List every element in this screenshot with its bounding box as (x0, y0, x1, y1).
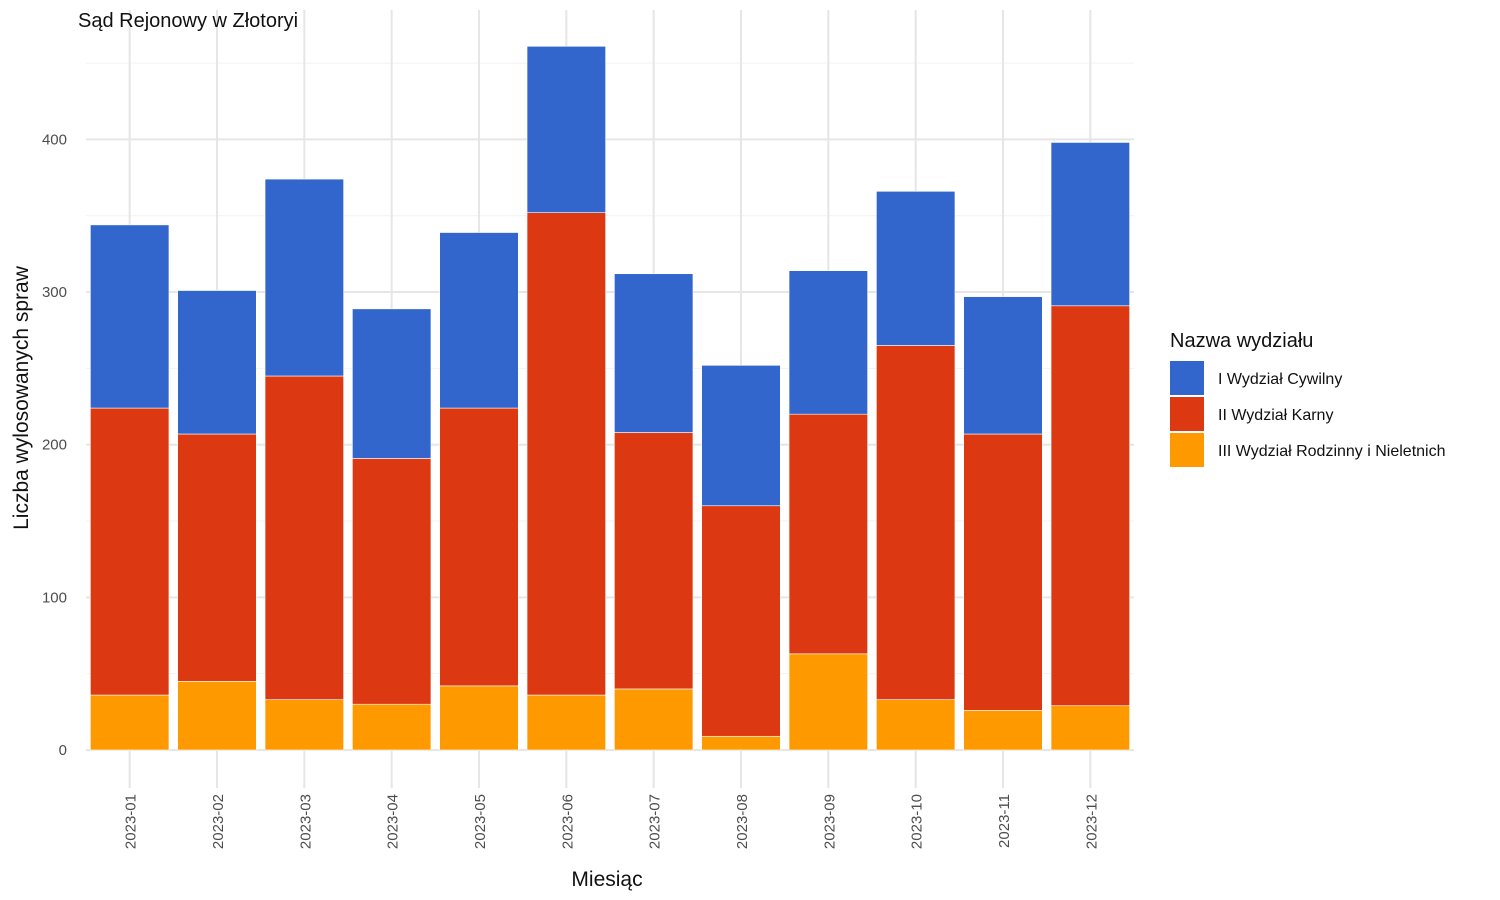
bar-segment (177, 681, 257, 751)
x-tick-label: 2023-02 (210, 794, 227, 849)
bar-segment (614, 432, 694, 690)
y-axis-title: Liczba wylosowanych spraw (10, 265, 33, 530)
legend-label: II Wydział Karny (1218, 407, 1333, 424)
legend: Nazwa wydziału I Wydział Cywilny II Wydzi… (1170, 330, 1446, 467)
bar-segment (177, 433, 257, 682)
legend-title: Nazwa wydziału (1170, 330, 1313, 352)
legend-swatch (1170, 397, 1204, 431)
bar-segment (963, 296, 1043, 435)
bar-segment (264, 178, 344, 377)
x-tick-label: 2023-04 (385, 794, 402, 849)
bar-segment (788, 413, 868, 655)
bar-segment (90, 224, 170, 409)
bar-segment (526, 45, 606, 213)
legend-swatch (1170, 433, 1204, 467)
y-tick-label: 100 (42, 589, 67, 606)
x-tick-label: 2023-09 (821, 794, 838, 849)
bar-segment (526, 212, 606, 696)
legend-swatch (1170, 361, 1204, 395)
x-axis-ticks: 2023-01 2023-02 2023-03 2023-04 2023-05 2023-… (123, 794, 1101, 849)
bar-segment (876, 191, 956, 346)
x-tick-label: 2023-08 (734, 794, 751, 849)
y-tick-label: 400 (42, 131, 67, 148)
bar-segment (439, 232, 519, 409)
x-tick-label: 2023-03 (297, 794, 314, 849)
bar-segment (876, 345, 956, 700)
bar-segment (439, 407, 519, 687)
bar-segment (90, 407, 170, 696)
bar-segment (614, 688, 694, 751)
bar-segment (264, 375, 344, 700)
bar-segment (439, 685, 519, 751)
bar-segment (352, 458, 432, 705)
y-axis-ticks: 0 100 200 300 400 (42, 131, 67, 759)
bar-segment (614, 273, 694, 433)
x-tick-label: 2023-11 (996, 794, 1013, 848)
bar-segment (963, 710, 1043, 751)
bar-segment (788, 653, 868, 751)
bar-segment (876, 699, 956, 751)
x-tick-label: 2023-06 (559, 794, 576, 849)
x-tick-label: 2023-07 (647, 794, 664, 849)
y-tick-label: 300 (42, 284, 67, 301)
bar-segment (701, 505, 781, 737)
bar-segment (1050, 305, 1130, 707)
bar-segment (1050, 142, 1130, 307)
bars (90, 45, 1130, 751)
legend-label: III Wydział Rodzinny i Nieletnich (1218, 443, 1446, 460)
x-tick-label: 2023-05 (472, 794, 489, 849)
x-tick-label: 2023-12 (1083, 794, 1100, 849)
x-tick-label: 2023-10 (909, 794, 926, 849)
bar-segment (352, 308, 432, 459)
bar-segment (177, 290, 257, 435)
bar-segment (264, 699, 344, 751)
y-tick-label: 200 (42, 437, 67, 454)
bar-segment (701, 365, 781, 507)
x-axis-title: Miesiąc (571, 868, 642, 891)
bar-segment (1050, 705, 1130, 751)
bar-segment (963, 433, 1043, 711)
bar-segment (788, 270, 868, 415)
y-tick-label: 0 (59, 742, 67, 759)
legend-label: I Wydział Cywilny (1218, 371, 1342, 388)
bar-segment (526, 694, 606, 751)
x-tick-label: 2023-01 (123, 794, 140, 849)
bar-segment (352, 703, 432, 751)
chart-title: Sąd Rejonowy w Złotoryi (78, 10, 298, 32)
bar-segment (701, 735, 781, 751)
bar-segment (90, 694, 170, 751)
